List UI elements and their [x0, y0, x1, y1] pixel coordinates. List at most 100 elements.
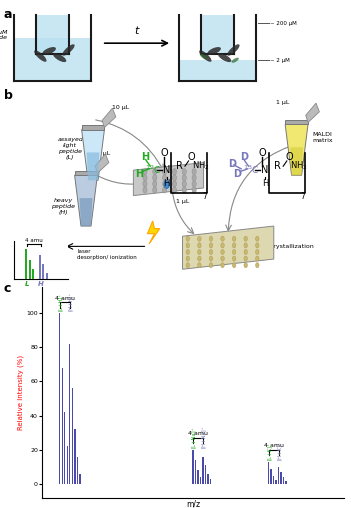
- Bar: [207, 474, 209, 484]
- Circle shape: [244, 249, 247, 255]
- Text: $^{12}$C: $^{12}$C: [145, 164, 161, 176]
- Text: [H+K]⁺: [H+K]⁺: [277, 441, 282, 460]
- Bar: [72, 478, 73, 484]
- Ellipse shape: [218, 53, 231, 62]
- Polygon shape: [37, 15, 69, 53]
- Circle shape: [172, 169, 177, 175]
- Text: t: t: [135, 25, 139, 36]
- Ellipse shape: [199, 50, 212, 62]
- Circle shape: [244, 263, 247, 268]
- Circle shape: [143, 175, 147, 181]
- Circle shape: [198, 243, 201, 248]
- Text: D: D: [240, 152, 248, 162]
- Polygon shape: [74, 171, 97, 175]
- Circle shape: [192, 169, 196, 175]
- Circle shape: [244, 243, 247, 248]
- Bar: [273, 475, 274, 484]
- Polygon shape: [133, 163, 204, 196]
- Bar: [59, 313, 60, 484]
- Text: NH$_2$: NH$_2$: [290, 160, 307, 173]
- Text: H: H: [164, 179, 170, 188]
- Text: N: N: [163, 165, 170, 175]
- Text: H: H: [38, 281, 44, 287]
- Ellipse shape: [34, 50, 47, 62]
- Bar: [67, 447, 68, 484]
- Polygon shape: [95, 154, 109, 173]
- Circle shape: [256, 236, 259, 241]
- Circle shape: [232, 243, 236, 248]
- Text: D: D: [228, 158, 236, 169]
- Bar: [39, 255, 41, 279]
- Text: laser
desorption/ ionization: laser desorption/ ionization: [77, 249, 137, 260]
- Text: 7: 7: [301, 192, 306, 201]
- Polygon shape: [74, 175, 97, 226]
- Circle shape: [192, 175, 196, 181]
- Circle shape: [198, 263, 201, 268]
- Text: O: O: [187, 152, 195, 162]
- Circle shape: [163, 169, 167, 175]
- Text: [H+H]⁺: [H+H]⁺: [68, 292, 73, 311]
- Circle shape: [163, 181, 167, 187]
- Circle shape: [221, 236, 224, 241]
- Polygon shape: [285, 120, 308, 124]
- Text: 10 μL: 10 μL: [112, 105, 130, 110]
- Text: D: D: [233, 169, 241, 179]
- Text: ~ 2 μM: ~ 2 μM: [270, 57, 289, 62]
- Bar: [32, 269, 34, 279]
- Bar: [29, 260, 31, 279]
- Bar: [195, 460, 196, 484]
- Circle shape: [186, 263, 190, 268]
- Bar: [46, 272, 48, 279]
- Bar: [192, 450, 194, 484]
- Circle shape: [256, 243, 259, 248]
- Circle shape: [256, 256, 259, 261]
- Bar: [203, 457, 204, 484]
- Circle shape: [232, 263, 236, 268]
- Circle shape: [209, 263, 213, 268]
- Text: O: O: [286, 152, 293, 162]
- Polygon shape: [147, 221, 160, 244]
- Text: O: O: [258, 148, 266, 158]
- Text: co-crystallization: co-crystallization: [260, 244, 314, 249]
- Text: N: N: [261, 165, 269, 175]
- Polygon shape: [201, 15, 234, 53]
- Circle shape: [186, 243, 190, 248]
- Circle shape: [256, 249, 259, 255]
- Text: [L+Na]⁺: [L+Na]⁺: [191, 427, 196, 448]
- Circle shape: [163, 175, 167, 181]
- Bar: [72, 388, 73, 484]
- Bar: [69, 343, 71, 484]
- Bar: [270, 469, 272, 484]
- Text: 4 amu: 4 amu: [25, 238, 43, 243]
- Circle shape: [232, 236, 236, 241]
- Bar: [280, 472, 282, 484]
- Circle shape: [232, 256, 236, 261]
- Y-axis label: Relative Intensity (%): Relative Intensity (%): [17, 355, 24, 430]
- Circle shape: [172, 175, 177, 181]
- Text: 10 μL: 10 μL: [93, 151, 110, 156]
- Circle shape: [192, 181, 196, 187]
- Polygon shape: [183, 226, 274, 269]
- Text: [H+Na]⁺: [H+Na]⁺: [201, 426, 206, 448]
- Circle shape: [221, 249, 224, 255]
- Circle shape: [209, 236, 213, 241]
- Circle shape: [186, 256, 190, 261]
- Polygon shape: [80, 198, 92, 226]
- Text: R: R: [274, 161, 281, 171]
- Ellipse shape: [53, 53, 66, 62]
- Circle shape: [143, 169, 147, 175]
- Circle shape: [198, 249, 201, 255]
- Text: heavy
peptide
(H): heavy peptide (H): [51, 198, 75, 215]
- Bar: [64, 412, 65, 484]
- Circle shape: [163, 187, 167, 193]
- Circle shape: [153, 175, 157, 181]
- Polygon shape: [179, 60, 256, 81]
- Text: L: L: [25, 281, 29, 287]
- Polygon shape: [306, 103, 319, 122]
- Text: 4 amu: 4 amu: [188, 431, 208, 436]
- Circle shape: [192, 187, 196, 193]
- Text: assayed
light
peptide
(L): assayed light peptide (L): [57, 137, 83, 160]
- Text: a: a: [4, 8, 12, 21]
- Text: H: H: [141, 152, 150, 162]
- Bar: [210, 479, 211, 484]
